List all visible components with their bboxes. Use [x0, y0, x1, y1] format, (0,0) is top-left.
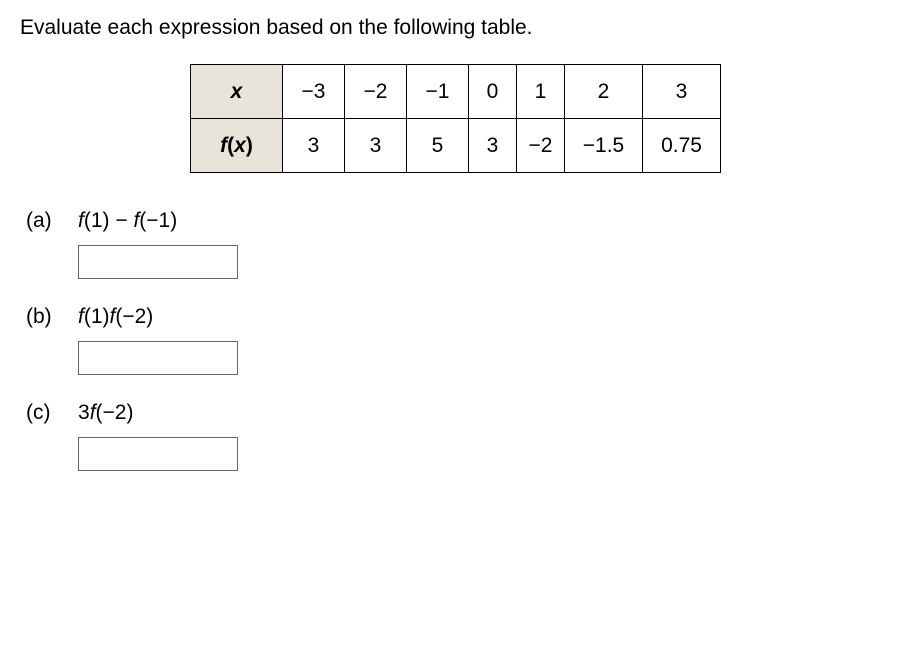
function-table: x −3 −2 −1 0 1 2 3 f(x) 3 3 5 3 −2 −1.5 …: [190, 64, 721, 173]
table-row-x: x −3 −2 −1 0 1 2 3: [191, 65, 721, 119]
problem-a: (a) f(1) − f(−1): [26, 209, 880, 279]
fx-val-0: 3: [283, 119, 345, 173]
problem-a-row: (a) f(1) − f(−1): [26, 209, 880, 233]
x-val-6: 3: [643, 65, 721, 119]
fx-val-3: 3: [469, 119, 517, 173]
answer-input-c[interactable]: [78, 437, 238, 471]
answer-input-a[interactable]: [78, 245, 238, 279]
x-val-3: 0: [469, 65, 517, 119]
table-row-fx: f(x) 3 3 5 3 −2 −1.5 0.75: [191, 119, 721, 173]
fx-val-1: 3: [345, 119, 407, 173]
x-label: x: [231, 80, 243, 103]
answer-input-b[interactable]: [78, 341, 238, 375]
row-header-fx: f(x): [191, 119, 283, 173]
x-val-4: 1: [517, 65, 565, 119]
problems-list: (a) f(1) − f(−1) (b) f(1)f(−2) (c) 3f(−2…: [26, 209, 880, 471]
row-header-x: x: [191, 65, 283, 119]
problem-c: (c) 3f(−2): [26, 401, 880, 471]
problem-c-expr: 3f(−2): [78, 401, 133, 425]
instruction-text: Evaluate each expression based on the fo…: [20, 16, 880, 40]
fx-label-x: x: [234, 134, 246, 157]
problem-b-row: (b) f(1)f(−2): [26, 305, 880, 329]
problem-a-label: (a): [26, 209, 60, 233]
problem-b: (b) f(1)f(−2): [26, 305, 880, 375]
function-table-wrap: x −3 −2 −1 0 1 2 3 f(x) 3 3 5 3 −2 −1.5 …: [190, 64, 880, 173]
fx-val-4: −2: [517, 119, 565, 173]
problem-b-expr: f(1)f(−2): [78, 305, 153, 329]
fx-val-6: 0.75: [643, 119, 721, 173]
fx-label-close: ): [246, 134, 253, 157]
problem-c-label: (c): [26, 401, 60, 425]
fx-val-2: 5: [407, 119, 469, 173]
x-val-2: −1: [407, 65, 469, 119]
x-val-0: −3: [283, 65, 345, 119]
x-val-5: 2: [565, 65, 643, 119]
problem-a-expr: f(1) − f(−1): [78, 209, 177, 233]
x-val-1: −2: [345, 65, 407, 119]
fx-val-5: −1.5: [565, 119, 643, 173]
problem-b-label: (b): [26, 305, 60, 329]
problem-c-row: (c) 3f(−2): [26, 401, 880, 425]
